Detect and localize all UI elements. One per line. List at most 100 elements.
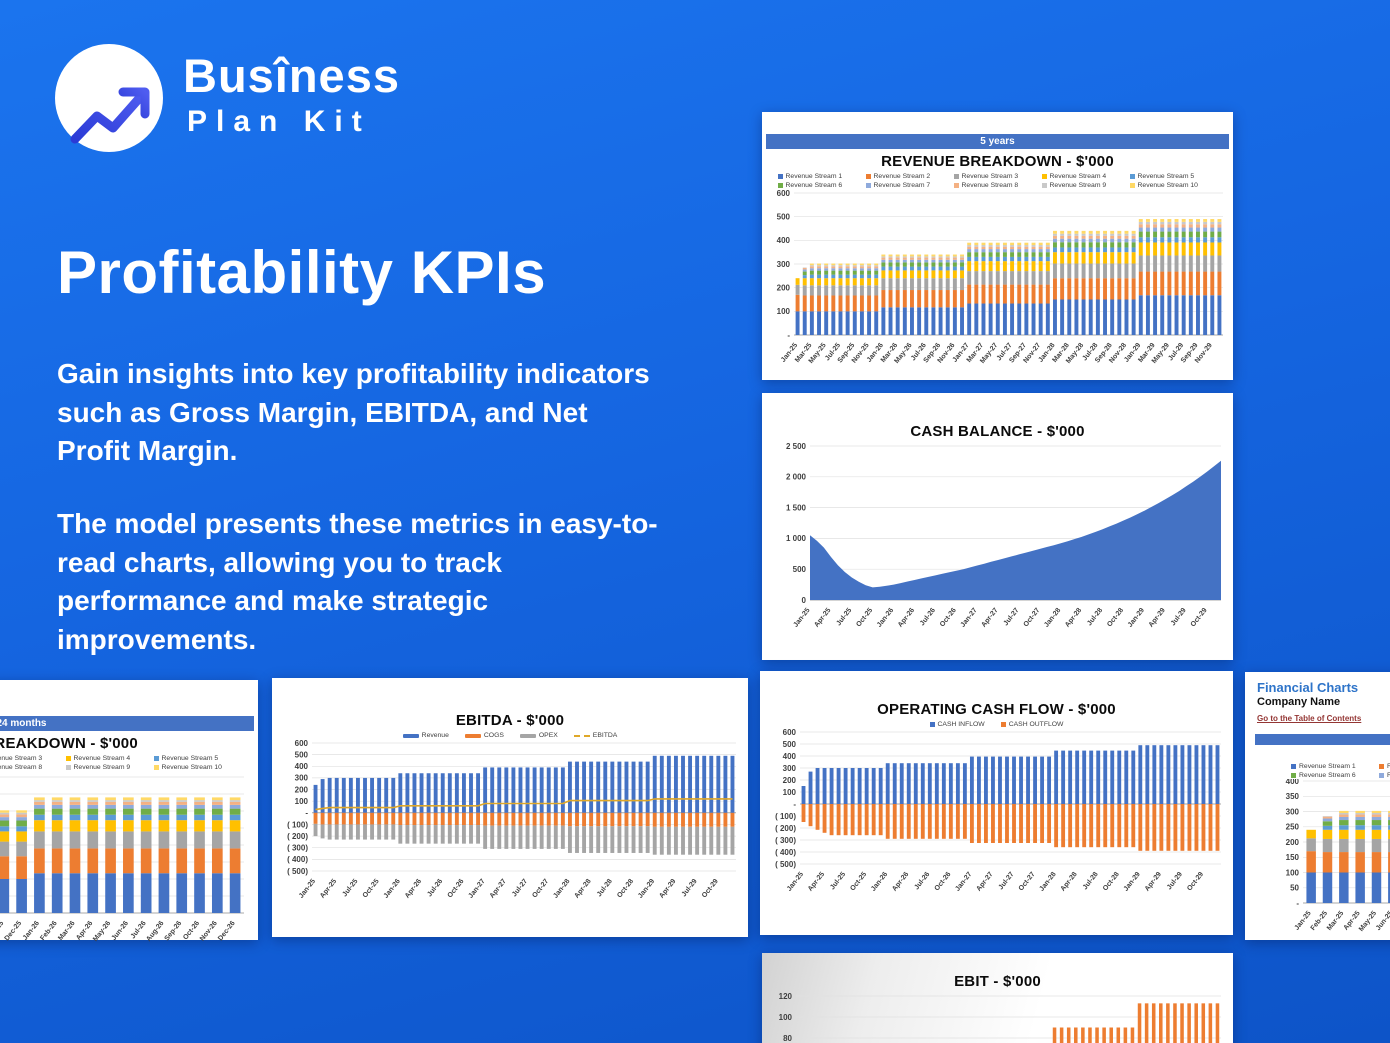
svg-text:Jul-26: Jul-26 (130, 920, 148, 940)
svg-text:Jan-27: Jan-27 (960, 607, 979, 629)
svg-text:Jul-25: Jul-25 (835, 607, 853, 627)
svg-text:Apr-27: Apr-27 (975, 871, 994, 893)
svg-text:500: 500 (777, 213, 791, 222)
svg-text:-: - (787, 331, 790, 340)
svg-text:Jan-29: Jan-29 (1123, 871, 1142, 893)
hero-paragraph-1: Gain insights into key profitability ind… (57, 358, 650, 467)
legend-item: Revenue Stream 5 (153, 755, 242, 762)
svg-text:Apr-28: Apr-28 (1060, 871, 1079, 893)
svg-text:Dec-26: Dec-26 (217, 920, 237, 942)
svg-text:Mar-25: Mar-25 (1326, 910, 1345, 932)
svg-text:Nov-26: Nov-26 (199, 920, 219, 943)
svg-text:Jul-26: Jul-26 (919, 607, 937, 627)
svg-text:Apr-26: Apr-26 (897, 607, 916, 629)
cash-balance-title: CASH BALANCE - $'000 (910, 423, 1085, 440)
svg-text:300: 300 (783, 764, 797, 773)
svg-text:100: 100 (1286, 868, 1300, 877)
svg-text:Apr-27: Apr-27 (981, 607, 1000, 629)
svg-text:-: - (305, 809, 308, 818)
company-name: Company Name (1257, 696, 1341, 708)
svg-text:Jan-28: Jan-28 (1043, 607, 1062, 629)
svg-text:( 400): ( 400) (287, 855, 308, 864)
legend-item: CASH INFLOW (929, 721, 985, 728)
svg-text:Apr-29: Apr-29 (1144, 871, 1163, 893)
card-revenue-breakdown-24m: 24 months REVENUE BREAKDOWN - $'000 Reve… (0, 680, 258, 943)
legend-item: Revenue Stream 1 (777, 173, 866, 180)
svg-text:Jul-26: Jul-26 (426, 878, 444, 898)
svg-text:Jan-27: Jan-27 (954, 871, 973, 893)
svg-text:300: 300 (1286, 807, 1300, 816)
svg-text:Jan-26: Jan-26 (22, 920, 41, 942)
revenue-5y-legend: Revenue Stream 1 Revenue Stream 2 Revenue … (762, 173, 1233, 189)
svg-text:Oct-26: Oct-26 (934, 871, 953, 893)
svg-text:-: - (1296, 899, 1299, 908)
svg-text:100: 100 (779, 1013, 793, 1022)
mini-revenue-plot: 400 350 300 250 200 150 100 50- Jan-25 Feb-25 Mar-… (1245, 779, 1390, 937)
svg-text:Oct-26: Oct-26 (939, 607, 958, 629)
svg-text:Oct-27: Oct-27 (1018, 871, 1037, 893)
revenue-24m-plot: 40035030025020015010050-Jan-25Feb-25Mar-… (0, 771, 258, 953)
legend-item: Revenue Stream 4 (65, 755, 154, 762)
svg-text:300: 300 (295, 774, 309, 783)
svg-text:Jan-27: Jan-27 (467, 878, 486, 900)
table-of-contents-link[interactable]: Go to the Table of Contents (1257, 714, 1362, 723)
svg-text:Apr-25: Apr-25 (813, 607, 832, 629)
svg-text:0: 0 (802, 596, 807, 605)
svg-text:200: 200 (295, 785, 309, 794)
svg-text:Jan-28: Jan-28 (552, 878, 571, 900)
svg-text:2 000: 2 000 (786, 473, 807, 482)
svg-text:Jul-27: Jul-27 (1003, 607, 1021, 627)
legend-item: COGS (464, 732, 504, 739)
svg-text:Jan-25: Jan-25 (298, 878, 317, 900)
logo-icon (55, 44, 163, 152)
svg-text:Oct-28: Oct-28 (616, 878, 635, 900)
svg-text:Apr-28: Apr-28 (574, 878, 593, 900)
svg-text:Jun-26: Jun-26 (111, 920, 130, 942)
svg-text:250: 250 (1286, 823, 1300, 832)
svg-text:Jul-26: Jul-26 (913, 871, 931, 891)
ocf-title: OPERATING CASH FLOW - $'000 (877, 701, 1116, 718)
svg-text:Feb-26: Feb-26 (39, 920, 58, 942)
legend-item: Revenue Stream 2 (865, 173, 954, 180)
svg-text:Jan-26: Jan-26 (876, 607, 895, 629)
svg-text:400: 400 (777, 236, 791, 245)
svg-text:100: 100 (783, 788, 797, 797)
svg-text:Jul-28: Jul-28 (1082, 871, 1100, 891)
svg-text:Apr-26: Apr-26 (891, 871, 910, 893)
svg-text:400: 400 (1286, 779, 1300, 786)
trending-up-arrow-icon (70, 87, 150, 144)
brand-subname: Plan Kit (187, 105, 371, 138)
svg-text:( 200): ( 200) (287, 832, 308, 841)
svg-text:Jan-29: Jan-29 (637, 878, 656, 900)
svg-text:1 000: 1 000 (786, 534, 807, 543)
ebitda-legend: Revenue COGS OPEX EBITDA (272, 732, 748, 739)
svg-text:Oct-27: Oct-27 (531, 878, 550, 900)
svg-text:1 500: 1 500 (786, 503, 807, 512)
svg-text:Jun-25: Jun-25 (1375, 910, 1390, 932)
svg-text:Jan-25: Jan-25 (786, 871, 805, 893)
svg-text:500: 500 (783, 740, 797, 749)
svg-text:Apr-26: Apr-26 (404, 878, 423, 900)
svg-text:Jul-29: Jul-29 (1170, 607, 1188, 627)
legend-item: EBITDA (573, 732, 617, 739)
svg-text:( 200): ( 200) (775, 824, 796, 833)
svg-text:Oct-28: Oct-28 (1106, 607, 1125, 629)
hero-paragraph-2: The model presents these metrics in easy… (57, 508, 658, 655)
card-revenue-breakdown-5y: 5 years REVENUE BREAKDOWN - $'000 Revenu… (762, 112, 1233, 380)
svg-text:100: 100 (295, 797, 309, 806)
svg-text:( 100): ( 100) (287, 820, 308, 829)
period-band-24-months: 24 months (0, 716, 254, 731)
svg-text:Jul-27: Jul-27 (511, 878, 529, 898)
svg-text:Oct-28: Oct-28 (1102, 871, 1121, 893)
svg-text:( 300): ( 300) (287, 844, 308, 853)
svg-text:Jan-29: Jan-29 (1127, 607, 1146, 629)
svg-text:Oct-29: Oct-29 (1190, 607, 1209, 629)
financial-charts-heading: Financial Charts (1257, 680, 1359, 695)
legend-item: Revenue Stream 6 (1291, 772, 1379, 779)
svg-text:Jan-28: Jan-28 (1039, 871, 1058, 893)
mini-period-band (1255, 734, 1390, 745)
svg-text:Jan-25: Jan-25 (792, 607, 811, 629)
